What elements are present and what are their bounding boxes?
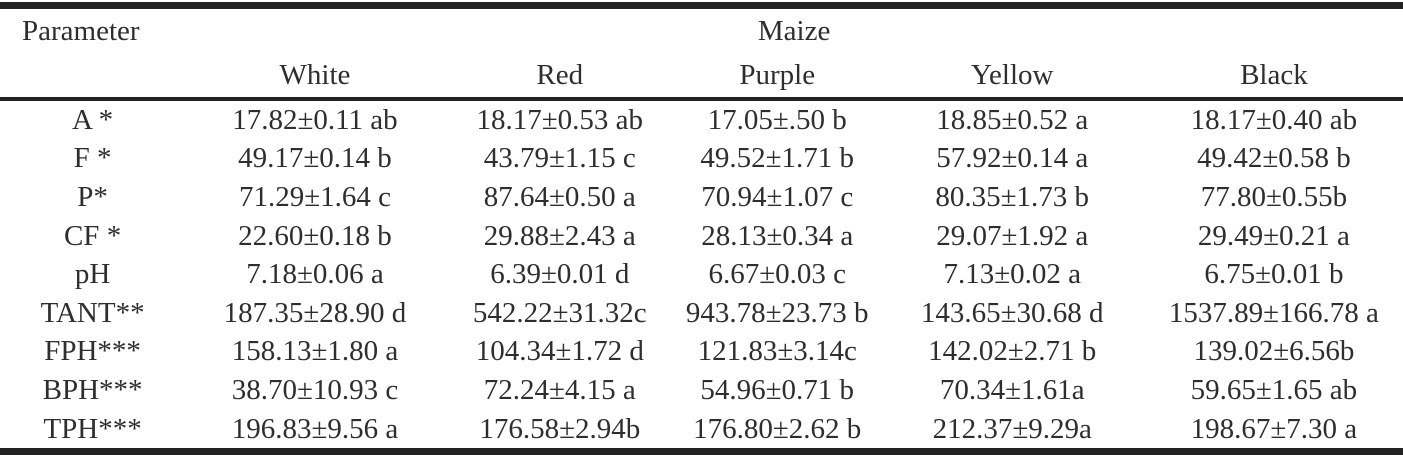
header-col-yellow: Yellow	[970, 59, 1054, 91]
value-cell: 49.42±0.58 b	[1197, 142, 1351, 175]
table-row-p: P* 71.29±1.64 c 87.64±0.50 a 70.94±1.07 …	[0, 178, 1403, 217]
value-cell: 18.17±0.53 ab	[476, 103, 644, 136]
value-cell: 6.75±0.01 b	[1204, 258, 1344, 291]
value-cell: 29.88±2.43 a	[483, 219, 636, 252]
value-cell: 176.80±2.62 b	[693, 412, 862, 445]
value-cell: 7.13±0.02 a	[943, 258, 1081, 291]
table-row-ph: pH 7.18±0.06 a 6.39±0.01 d 6.67±0.03 c 7…	[0, 255, 1403, 294]
header-col-white: White	[279, 59, 351, 91]
parameter-cell: CF *	[63, 219, 122, 252]
parameter-cell: P*	[77, 180, 108, 213]
value-cell: 143.65±30.68 d	[920, 296, 1104, 329]
value-cell: 77.80±0.55b	[1200, 180, 1348, 213]
header-maize-group: Maize	[757, 15, 831, 47]
value-cell: 22.60±0.18 b	[238, 219, 392, 252]
value-cell: 121.83±3.14c	[697, 335, 857, 368]
value-cell: 17.05±.50 b	[707, 103, 847, 136]
table-header: Parameter Maize White Red Purple Yellow …	[0, 6, 1403, 99]
value-cell: 87.64±0.50 a	[483, 180, 636, 213]
table-body: A * 17.82±0.11 ab 18.17±0.53 ab 17.05±.5…	[0, 99, 1403, 452]
value-cell: 1537.89±166.78 a	[1168, 296, 1379, 329]
table-row-tant: TANT** 187.35±28.90 d 542.22±31.32c 943.…	[0, 294, 1403, 333]
header-empty-cell	[0, 54, 185, 99]
header-columns-row: White Red Purple Yellow Black	[0, 54, 1403, 99]
value-cell: 57.92±0.14 a	[936, 142, 1089, 175]
value-cell: 198.67±7.30 a	[1190, 412, 1358, 445]
table-row-fph: FPH*** 158.13±1.80 a 104.34±1.72 d 121.8…	[0, 333, 1403, 372]
value-cell: 158.13±1.80 a	[231, 335, 399, 368]
header-col-black: Black	[1240, 59, 1308, 91]
value-cell: 80.35±1.73 b	[935, 180, 1090, 213]
value-cell: 142.02±2.71 b	[928, 335, 1097, 368]
value-cell: 49.52±1.71 b	[700, 142, 855, 175]
parameter-cell: FPH***	[44, 335, 141, 368]
value-cell: 6.39±0.01 d	[490, 258, 630, 291]
value-cell: 54.96±0.71 b	[700, 373, 855, 406]
value-cell: 542.22±31.32c	[472, 296, 647, 329]
value-cell: 71.29±1.64 c	[238, 180, 391, 213]
value-cell: 17.82±0.11 ab	[232, 103, 398, 136]
header-parameter: Parameter	[22, 15, 140, 47]
parameter-cell: F *	[73, 142, 112, 175]
value-cell: 212.37±9.29a	[932, 412, 1092, 445]
value-cell: 176.58±2.94b	[479, 412, 641, 445]
value-cell: 38.70±10.93 c	[231, 373, 399, 406]
value-cell: 72.24±4.15 a	[483, 373, 636, 406]
table-row-bph: BPH*** 38.70±10.93 c 72.24±4.15 a 54.96±…	[0, 371, 1403, 410]
value-cell: 70.34±1.61a	[939, 373, 1085, 406]
value-cell: 18.17±0.40 ab	[1190, 103, 1358, 136]
parameter-cell: pH	[74, 258, 111, 291]
value-cell: 6.67±0.03 c	[708, 258, 846, 291]
value-cell: 43.79±1.15 c	[483, 142, 636, 175]
table-row-tph: TPH*** 196.83±9.56 a 176.58±2.94b 176.80…	[0, 410, 1403, 452]
table-row-a: A * 17.82±0.11 ab 18.17±0.53 ab 17.05±.5…	[0, 99, 1403, 140]
value-cell: 59.65±1.65 ab	[1190, 373, 1358, 406]
parameter-cell: TANT**	[40, 296, 145, 329]
header-group-row: Parameter Maize	[0, 6, 1403, 55]
value-cell: 29.07±1.92 a	[936, 219, 1089, 252]
parameter-cell: BPH***	[42, 373, 143, 406]
table-row-cf: CF * 22.60±0.18 b 29.88±2.43 a 28.13±0.3…	[0, 217, 1403, 256]
value-cell: 139.02±6.56b	[1193, 335, 1355, 368]
value-cell: 7.18±0.06 a	[246, 258, 384, 291]
value-cell: 196.83±9.56 a	[231, 412, 399, 445]
parameter-cell: TPH***	[43, 412, 142, 445]
value-cell: 18.85±0.52 a	[936, 103, 1089, 136]
table-row-f: F * 49.17±0.14 b 43.79±1.15 c 49.52±1.71…	[0, 140, 1403, 179]
value-cell: 29.49±0.21 a	[1197, 219, 1350, 252]
parameter-cell: A *	[72, 103, 114, 136]
value-cell: 104.34±1.72 d	[475, 335, 644, 368]
value-cell: 943.78±23.73 b	[685, 296, 869, 329]
value-cell: 187.35±28.90 d	[223, 296, 407, 329]
header-col-purple: Purple	[739, 59, 816, 91]
value-cell: 28.13±0.34 a	[701, 219, 854, 252]
value-cell: 70.94±1.07 c	[701, 180, 854, 213]
header-col-red: Red	[536, 59, 584, 91]
value-cell: 49.17±0.14 b	[238, 142, 392, 175]
